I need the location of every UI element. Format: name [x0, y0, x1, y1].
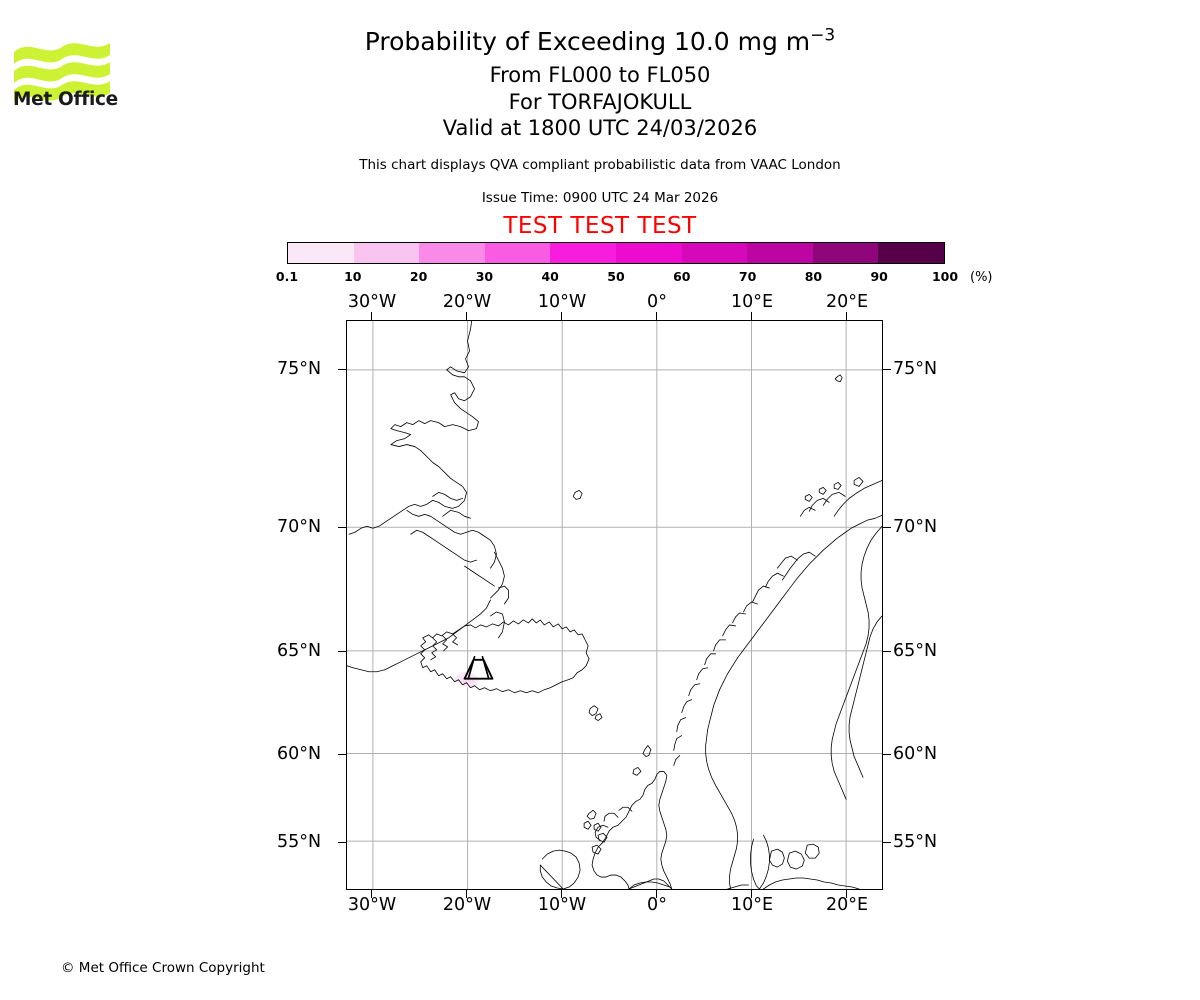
colorbar-segment-9 [878, 243, 944, 263]
tick-top-1 [466, 312, 467, 320]
lat-label-left-1: 70°N [277, 517, 322, 537]
tick-bottom-2 [561, 890, 562, 898]
colorbar-tick-50: 50 [607, 269, 625, 284]
issue-time-label: Issue Time: 0900 UTC 24 Mar 2026 [481, 190, 719, 206]
probability-colorbar [287, 242, 945, 264]
tick-left-3 [338, 754, 346, 755]
lon-label-bottom-5: 20°E [825, 895, 869, 915]
lat-label-left-2: 65°N [277, 641, 322, 661]
lon-label-top-4: 10°E [730, 292, 774, 312]
test-banner: TEST TEST TEST [503, 213, 697, 239]
colorbar-segment-4 [550, 243, 616, 263]
colorbar-tick-0.1: 0.1 [275, 269, 299, 284]
tick-bottom-1 [466, 890, 467, 898]
met-office-wordmark: Met Office [13, 89, 118, 110]
colorbar-units-label: (%) [970, 270, 993, 285]
lat-label-left-3: 60°N [277, 744, 322, 764]
copyright-notice: © Met Office Crown Copyright [61, 960, 265, 976]
tick-top-4 [751, 312, 752, 320]
tick-right-0 [883, 369, 891, 370]
lat-label-right-1: 70°N [893, 517, 938, 537]
lat-label-right-4: 55°N [893, 832, 938, 852]
colorbar-segment-8 [812, 243, 879, 263]
tick-bottom-5 [846, 890, 847, 898]
colorbar-segment-7 [747, 243, 813, 263]
lon-label-bottom-1: 20°W [442, 895, 492, 915]
page-title-exponent: −3 [810, 25, 836, 46]
page-title: Probability of Exceeding 10.0 mg m−3 [0, 25, 1200, 59]
page-title-text: Probability of Exceeding 10.0 mg m [364, 27, 811, 56]
tick-top-0 [371, 312, 372, 320]
colorbar-tick-30: 30 [475, 269, 494, 284]
tick-left-4 [338, 842, 346, 843]
colorbar-segment-2 [419, 243, 485, 263]
colorbar-tick-60: 60 [673, 269, 691, 284]
flight-level-subtitle: From FL000 to FL050 [489, 63, 711, 87]
lon-label-top-2: 10°W [537, 292, 587, 312]
lat-label-right-3: 60°N [893, 744, 938, 764]
tick-right-1 [883, 527, 891, 528]
tick-top-5 [846, 312, 847, 320]
colorbar-segments [287, 242, 945, 264]
volcano-subtitle: For TORFAJOKULL [508, 90, 692, 114]
map-gridlines [347, 321, 882, 889]
lon-label-top-5: 20°E [825, 292, 869, 312]
colorbar-tick-70: 70 [738, 269, 757, 284]
colorbar-segment-5 [615, 243, 682, 263]
lon-label-bottom-0: 30°W [347, 895, 397, 915]
map-canvas [347, 321, 882, 889]
lat-label-right-0: 75°N [893, 359, 938, 379]
volcano-marker-torfajokull [463, 655, 494, 680]
colorbar-tick-80: 80 [804, 269, 823, 284]
lon-label-bottom-2: 10°W [537, 895, 587, 915]
valid-time-subtitle: Valid at 1800 UTC 24/03/2026 [442, 116, 758, 140]
colorbar-tick-100: 100 [931, 269, 959, 284]
tick-bottom-0 [371, 890, 372, 898]
map-plot-area[interactable] [346, 320, 883, 890]
qva-note: This chart displays QVA compliant probab… [359, 157, 841, 173]
tick-bottom-3 [656, 890, 657, 898]
tick-top-2 [561, 312, 562, 320]
tick-top-3 [656, 312, 657, 320]
met-office-logo [14, 43, 110, 102]
lon-label-bottom-3: 0° [647, 895, 667, 915]
lon-label-top-3: 0° [647, 292, 667, 312]
tick-left-2 [338, 651, 346, 652]
colorbar-segment-0 [288, 243, 354, 263]
colorbar-tick-40: 40 [541, 269, 559, 284]
lat-label-right-2: 65°N [893, 641, 938, 661]
tick-right-2 [883, 651, 891, 652]
tick-left-1 [338, 527, 346, 528]
tick-right-3 [883, 754, 891, 755]
lon-label-bottom-4: 10°E [730, 895, 774, 915]
colorbar-tick-90: 90 [870, 269, 888, 284]
colorbar-tick-20: 20 [409, 269, 428, 284]
coastlines [347, 321, 882, 889]
colorbar-tick-10: 10 [344, 269, 362, 284]
colorbar-segment-6 [681, 243, 748, 263]
lon-label-top-1: 20°W [442, 292, 492, 312]
lon-label-top-0: 30°W [347, 292, 397, 312]
tick-right-4 [883, 842, 891, 843]
lat-label-left-4: 55°N [277, 832, 322, 852]
colorbar-segment-3 [484, 243, 551, 263]
tick-bottom-4 [751, 890, 752, 898]
lat-label-left-0: 75°N [277, 359, 322, 379]
tick-left-0 [338, 369, 346, 370]
colorbar-segment-1 [353, 243, 420, 263]
